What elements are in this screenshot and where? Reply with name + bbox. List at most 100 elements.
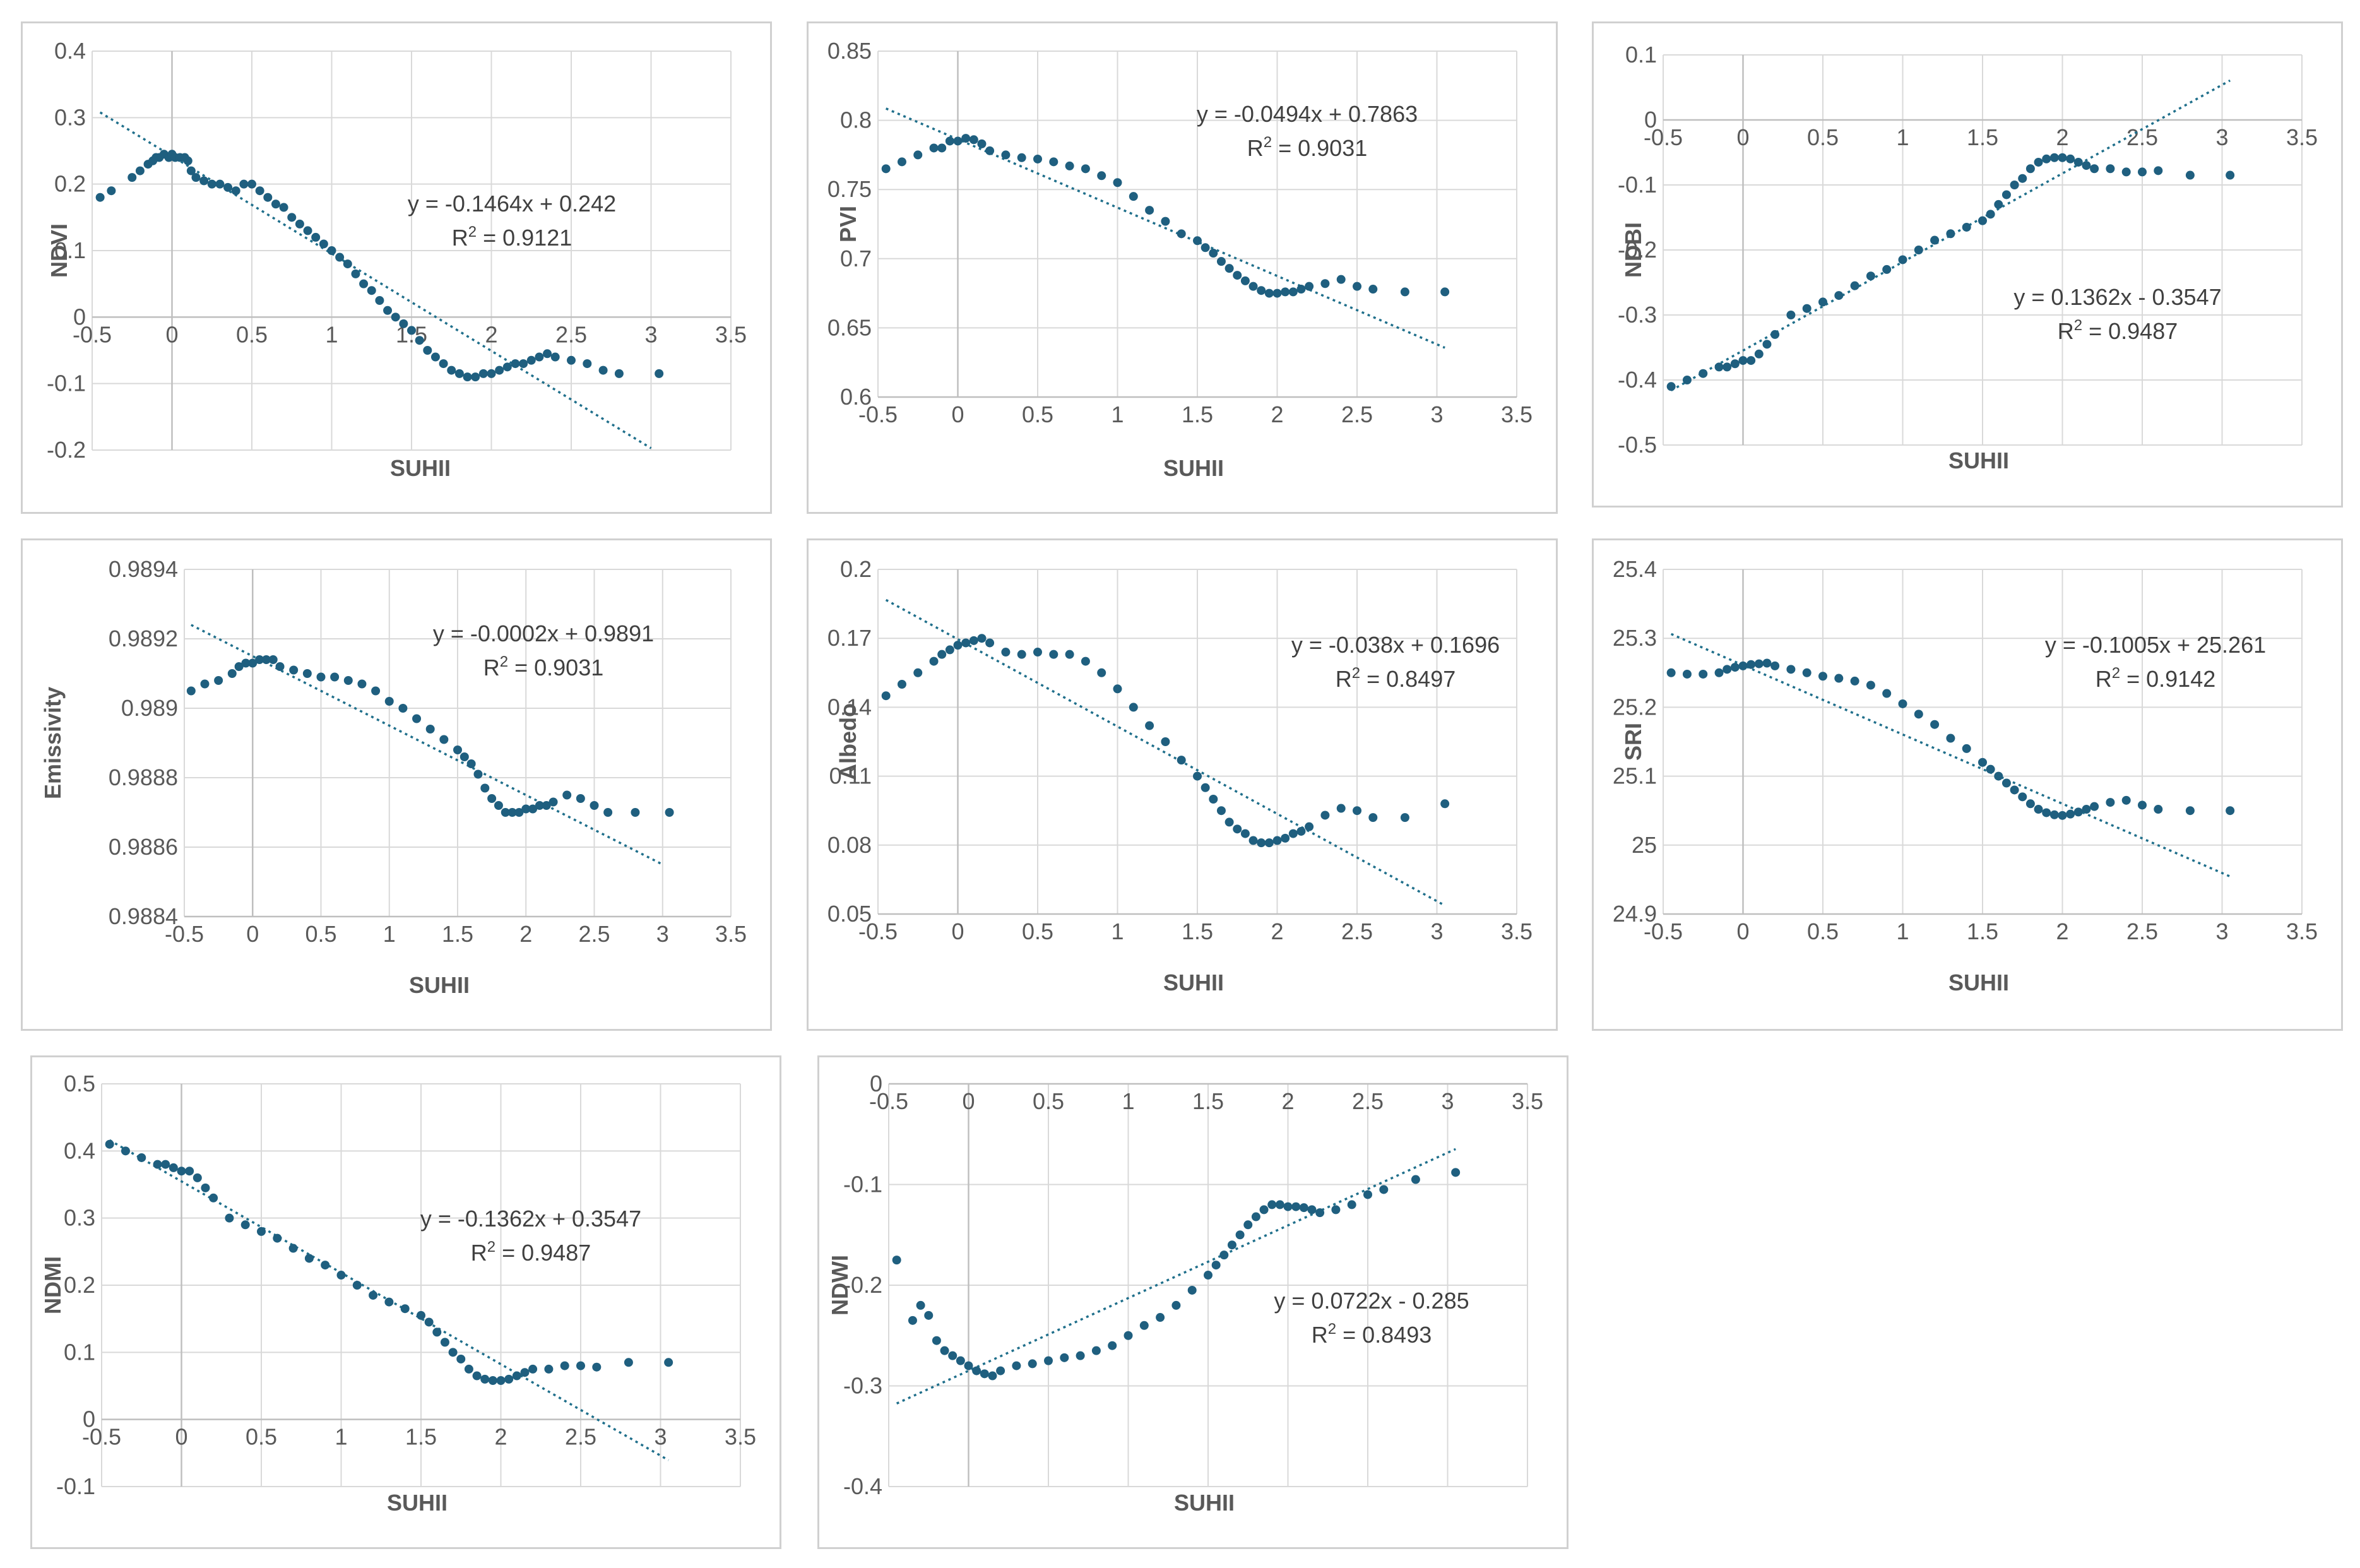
data-point (1049, 650, 1058, 659)
data-point (1946, 229, 1955, 239)
x-tick-label: 2.5 (555, 321, 587, 347)
data-point (1108, 1341, 1117, 1350)
data-point (454, 369, 464, 378)
x-tick-label: 2 (2056, 918, 2068, 944)
data-point (464, 1364, 473, 1374)
data-point (384, 697, 394, 706)
y-axis-title: NDBI (1620, 222, 1646, 278)
data-point (1281, 287, 1290, 297)
data-point (1113, 684, 1122, 694)
x-tick-label: 1 (1111, 918, 1124, 944)
chart-pvi: -0.5 0 0.5 1 1.5 2 2.5 3 3.5 0.6 0.65 0.7 0.75 0.8 0.8… (827, 38, 1533, 481)
data-point (1296, 285, 1306, 294)
y-tick-label: 0.9884 (109, 903, 178, 929)
data-point (240, 1220, 250, 1230)
trendline-equation: y = -0.0002x + 0.9891 (433, 621, 654, 646)
x-tick-label: 0.5 (1022, 401, 1053, 427)
data-point (1347, 1200, 1356, 1209)
data-point (1898, 255, 1907, 264)
trendline-equation: y = -0.1005x + 25.261 (2045, 632, 2266, 658)
data-point (1251, 1212, 1260, 1221)
y-tick-label: 0.989 (121, 695, 178, 721)
data-point (1235, 1230, 1245, 1240)
data-point (400, 1304, 410, 1314)
r-squared-label: R2 = 0.9121 (452, 223, 572, 251)
data-point (463, 372, 472, 382)
data-point (964, 1361, 973, 1370)
x-tick-label: -0.5 (1644, 124, 1683, 150)
x-axis-title: SUHII (1174, 1490, 1235, 1516)
data-point (631, 808, 640, 817)
data-point (1770, 661, 1780, 670)
trendline (99, 111, 652, 449)
data-point (969, 135, 978, 145)
data-point (977, 139, 987, 148)
data-point (439, 735, 449, 744)
data-point (2001, 190, 2011, 199)
y-tick-label: 0.9894 (109, 556, 178, 582)
data-point (665, 808, 674, 817)
data-point (1738, 661, 1748, 670)
y-tick-label: 24.9 (1613, 901, 1657, 927)
y-tick-label: 0.3 (64, 1205, 95, 1231)
data-point (1994, 199, 2003, 209)
data-point (407, 326, 416, 335)
y-tick-label: 0.2 (64, 1272, 95, 1298)
data-point (466, 759, 476, 768)
x-tick-label: 3 (656, 921, 669, 947)
y-tick-label: 0.9892 (109, 626, 178, 651)
data-point (227, 669, 237, 678)
data-point (1204, 1271, 1213, 1280)
data-point (1187, 1285, 1197, 1295)
data-point (514, 808, 524, 817)
data-point (502, 362, 512, 372)
data-point (932, 1336, 941, 1345)
data-point (214, 676, 223, 685)
data-point (424, 1317, 434, 1327)
chart-albedo-panel: -0.5 0 0.5 1 1.5 2 2.5 3 3.5 0.05 0.08 0.11 0.14 0.17… (807, 538, 1558, 1031)
trendline-equation: y = -0.1464x + 0.242 (408, 191, 616, 217)
data-point (1081, 656, 1090, 666)
data-point (507, 808, 517, 817)
data-point (560, 1361, 569, 1370)
y-tick-label: -0.5 (1618, 432, 1657, 458)
data-point (1033, 154, 1042, 163)
data-point (456, 1354, 466, 1363)
r-squared-label: R2 = 0.9031 (1247, 134, 1368, 161)
data-point (1177, 756, 1186, 765)
data-point (972, 1366, 981, 1375)
x-tick-label: 1.5 (1192, 1088, 1224, 1114)
data-point (2049, 810, 2059, 819)
y-tick-label: 25.3 (1613, 625, 1657, 651)
data-point (1296, 826, 1306, 836)
chart-ndwi: -0.5 0 0.5 1 1.5 2 2.5 3 3.5-0.4-0.3-0.2-0.10SUH… (827, 1071, 1543, 1516)
data-point (1161, 217, 1170, 226)
data-point (496, 1375, 506, 1385)
data-point (440, 1338, 449, 1347)
chart-emissivity-panel: -0.5 0 0.5 1 1.5 2 2.5 3 3.5 0.9884 0.9886 0.9888 0.… (21, 538, 772, 1031)
chart-albedo: -0.5 0 0.5 1 1.5 2 2.5 3 3.5 0.05 0.08 0.11 0.14 0.17… (827, 556, 1533, 995)
x-tick-label: -0.5 (858, 401, 898, 427)
data-point (1754, 349, 1764, 359)
data-point (263, 193, 273, 202)
data-point (1097, 668, 1106, 677)
data-point (1248, 836, 1258, 845)
data-point (1171, 1300, 1181, 1310)
data-point (996, 1366, 1005, 1375)
trendline-equation: y = -0.1362x + 0.3547 (420, 1206, 641, 1232)
data-point (2034, 157, 2043, 167)
data-point (367, 286, 376, 295)
data-point (480, 1374, 490, 1384)
data-point (1001, 648, 1011, 657)
chart-ndbi-panel: -0.5 0 0.5 1 1.5 2 2.5 3 3.5 -0.5 -0.4 -0.3 -0.2 -0.1… (1592, 21, 2343, 508)
chart-ndmi: -0.5 0 0.5 1 1.5 2 2.5 3 3.5-0.100.10.20.30.40.5… (40, 1071, 756, 1516)
data-point (1682, 376, 1692, 384)
data-point (2106, 164, 2115, 174)
x-tick-label: 1.5 (405, 1424, 437, 1450)
chart-sri: -0.5 0 0.5 1 1.5 2 2.5 3 3.5 24.9 25 25.1 25.2 25.3 25… (1613, 556, 2318, 995)
data-point (1962, 744, 1971, 753)
y-tick-label: 0 (870, 1071, 882, 1096)
data-point (1299, 1203, 1308, 1213)
data-point (1275, 1200, 1284, 1209)
y-tick-label: 0.75 (827, 176, 872, 202)
